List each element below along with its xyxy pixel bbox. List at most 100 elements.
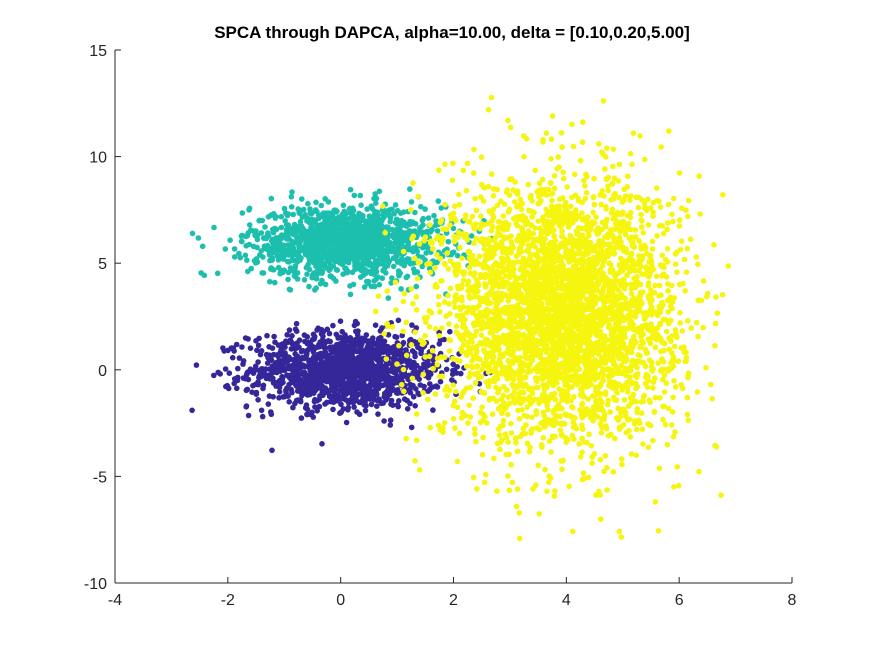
cluster-right-point xyxy=(672,384,679,390)
cluster-low-point xyxy=(395,317,402,324)
cluster-low-point xyxy=(335,382,342,388)
cluster-right-point xyxy=(657,395,663,401)
cluster-low-point xyxy=(319,387,326,393)
cluster-high-point xyxy=(363,278,370,285)
cluster-high-point xyxy=(334,267,341,274)
cluster-low-point xyxy=(391,351,398,357)
cluster-right-point xyxy=(628,380,635,387)
cluster-high-point xyxy=(298,234,304,240)
cluster-right-point xyxy=(480,434,486,441)
cluster-right-point xyxy=(410,180,416,186)
cluster-low-point xyxy=(327,344,333,351)
cluster-high-point xyxy=(398,210,404,216)
cluster-right-point xyxy=(509,479,516,486)
cluster-low-point xyxy=(421,383,427,390)
cluster-low-point xyxy=(362,407,369,414)
cluster-low-point xyxy=(436,341,443,347)
cluster-low-point xyxy=(345,400,352,406)
cluster-low-point xyxy=(341,366,348,373)
cluster-high-point xyxy=(301,277,308,283)
cluster-low-point xyxy=(338,409,345,415)
cluster-right-point xyxy=(524,440,531,447)
cluster-right-point xyxy=(582,195,589,202)
cluster-right-point xyxy=(580,470,587,476)
cluster-right-point xyxy=(591,201,598,208)
cluster-right-point xyxy=(551,173,558,179)
cluster-right-point xyxy=(670,218,676,225)
cluster-low-point xyxy=(265,373,272,379)
cluster-low-point xyxy=(343,419,350,426)
cluster-low-point xyxy=(341,353,347,360)
cluster-high-point xyxy=(380,267,386,274)
cluster-high-point xyxy=(270,241,276,247)
cluster-low-point xyxy=(276,389,283,395)
cluster-low-point xyxy=(415,390,421,397)
cluster-low-point xyxy=(264,332,270,339)
cluster-right-point xyxy=(450,160,456,167)
cluster-right-point xyxy=(454,312,461,319)
cluster-right-point xyxy=(571,171,578,178)
cluster-right-point xyxy=(604,487,610,493)
cluster-right-point xyxy=(521,153,527,160)
cluster-right-point xyxy=(549,197,555,204)
cluster-low-point xyxy=(327,398,334,405)
cluster-high-point xyxy=(304,216,311,222)
cluster-right-point xyxy=(520,389,527,396)
cluster-high-point xyxy=(282,218,289,224)
cluster-right-point xyxy=(403,352,410,359)
cluster-low-point xyxy=(306,375,313,381)
cluster-high-point xyxy=(374,212,381,219)
cluster-high-point xyxy=(303,264,310,271)
cluster-low-point xyxy=(255,359,261,365)
cluster-high-point xyxy=(386,207,393,213)
cluster-high-point xyxy=(242,252,249,259)
cluster-right-point xyxy=(489,411,496,418)
cluster-right-point xyxy=(472,380,479,386)
cluster-low-point xyxy=(393,379,399,386)
cluster-right-point xyxy=(664,220,671,226)
cluster-right-point xyxy=(677,310,683,316)
cluster-low-point xyxy=(260,385,266,392)
cluster-right-point xyxy=(442,161,448,167)
series-3 xyxy=(372,94,732,542)
cluster-low-point xyxy=(314,376,321,382)
cluster-high-point xyxy=(231,254,238,260)
cluster-right-point xyxy=(576,441,582,447)
cluster-high-point xyxy=(380,261,386,267)
cluster-low-point xyxy=(385,332,392,338)
cluster-high-point xyxy=(250,243,257,250)
cluster-high-point xyxy=(322,281,329,288)
cluster-right-point xyxy=(660,359,667,365)
cluster-right-point xyxy=(467,384,474,391)
cluster-high-point xyxy=(299,214,306,220)
cluster-right-point xyxy=(422,333,428,339)
cluster-low-point xyxy=(326,374,333,381)
cluster-high-point xyxy=(343,267,350,274)
cluster-right-point xyxy=(452,304,458,311)
cluster-right-point xyxy=(696,468,702,475)
cluster-low-point xyxy=(311,398,318,405)
cluster-high-point xyxy=(372,191,379,197)
cluster-high-point xyxy=(285,269,292,276)
cluster-low-point xyxy=(350,399,357,406)
cluster-right-point xyxy=(435,422,442,429)
cluster-right-point xyxy=(616,424,623,431)
cluster-high-point xyxy=(352,257,359,264)
cluster-low-point xyxy=(240,358,247,364)
cluster-low-point xyxy=(371,350,377,357)
cluster-high-point xyxy=(253,256,260,262)
cluster-right-point xyxy=(551,380,558,387)
cluster-high-point xyxy=(309,272,316,278)
cluster-low-point xyxy=(394,366,401,373)
cluster-high-point xyxy=(199,243,206,250)
cluster-low-point xyxy=(349,392,356,399)
cluster-high-point xyxy=(340,271,346,278)
cluster-low-point xyxy=(290,341,296,348)
cluster-low-point xyxy=(222,366,229,372)
cluster-high-point xyxy=(389,226,396,233)
cluster-low-point xyxy=(430,407,436,413)
cluster-high-point xyxy=(404,256,411,262)
cluster-low-point xyxy=(410,370,416,377)
cluster-low-point xyxy=(258,369,265,376)
cluster-right-point xyxy=(712,342,718,349)
